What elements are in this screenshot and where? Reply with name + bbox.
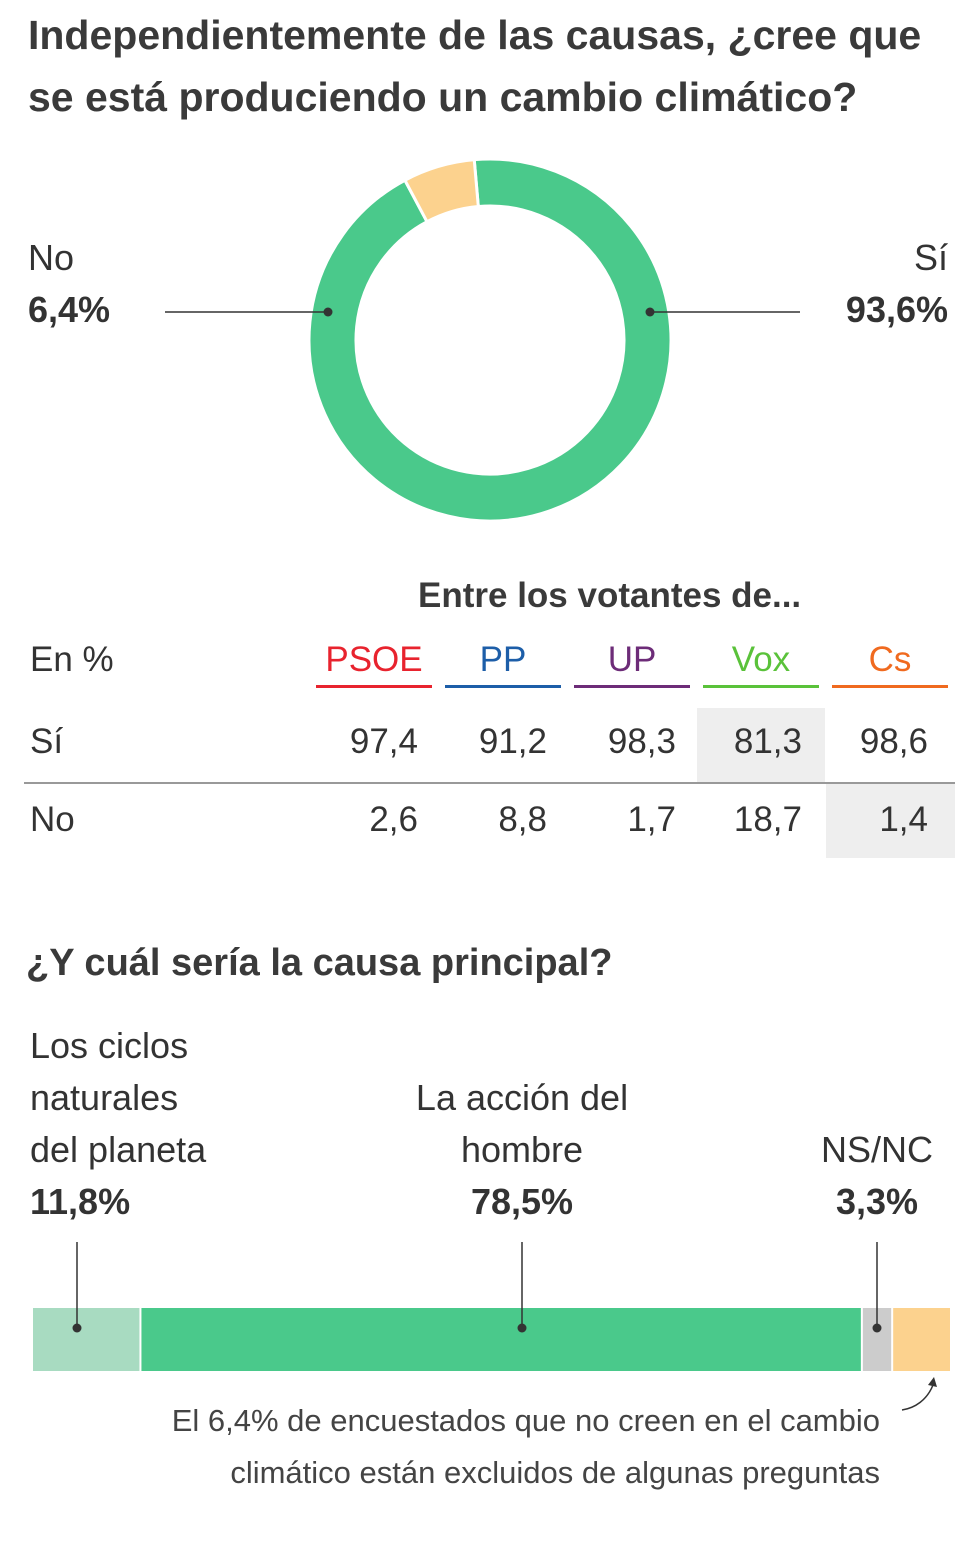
row-label-si: Sí (30, 722, 64, 761)
cell-si-psoe: 97,4 (349, 722, 418, 761)
cell-si-cs: 98,6 (859, 722, 928, 761)
highlight-vox-si (697, 708, 825, 782)
yes-percentage: 93,6% (845, 289, 948, 330)
nsnc-label: NS/NC (820, 1129, 933, 1170)
underline-pp (445, 685, 561, 688)
yes-leader-dot (645, 307, 655, 317)
human-percentage: 78,5% (470, 1181, 574, 1222)
table-title: Entre los votantes de... (418, 576, 802, 615)
underline-vox (703, 685, 819, 688)
natural-leader-dot (72, 1323, 82, 1333)
header-up: UP (607, 640, 657, 679)
highlight-cs-no (826, 784, 955, 858)
cell-si-pp: 91,2 (478, 722, 547, 761)
bar-segment-natural (33, 1308, 140, 1371)
nsnc-leader-dot (872, 1323, 882, 1333)
cell-no-up: 1,7 (627, 800, 676, 839)
natural-label-line2: naturales (30, 1077, 179, 1118)
no-percentage: 6,4% (28, 289, 111, 330)
cell-si-vox: 81,3 (733, 722, 802, 761)
note-arrow (901, 1384, 934, 1411)
natural-label-line3: del planeta (30, 1129, 207, 1170)
human-label-line2: hombre (460, 1129, 584, 1170)
cell-si-up: 98,3 (607, 722, 676, 761)
bar-segment-excluded (893, 1308, 950, 1371)
no-label: No (28, 237, 75, 278)
cell-no-cs: 1,4 (879, 800, 928, 839)
cell-no-pp: 8,8 (498, 800, 547, 839)
cell-no-psoe: 2,6 (369, 800, 418, 839)
natural-percentage: 11,8% (30, 1181, 131, 1222)
bar-segment-human (141, 1308, 861, 1371)
no-leader-dot (323, 307, 333, 317)
header-pp: PP (479, 640, 527, 679)
cause-bar-chart (33, 1242, 950, 1411)
table-unit-label: En % (30, 640, 114, 679)
nsnc-percentage: 3,3% (835, 1181, 919, 1222)
underline-psoe (316, 685, 432, 688)
note-line1: El 6,4% de encuestados que no creen en e… (171, 1403, 880, 1438)
donut-slice-yes (307, 160, 673, 523)
human-label-line1: La acción del (415, 1077, 629, 1118)
chart-title: Independientemente de las causas, ¿cree … (28, 12, 922, 120)
donut-chart (165, 160, 800, 523)
human-leader-dot (517, 1323, 527, 1333)
note-arrow-head (928, 1377, 937, 1387)
header-vox: Vox (731, 640, 791, 679)
natural-label-line1: Los ciclos (30, 1025, 189, 1066)
underline-cs (832, 685, 948, 688)
cell-no-vox: 18,7 (733, 800, 802, 839)
note-line2: climático están excluidos de algunas pre… (230, 1455, 880, 1490)
header-cs: Cs (868, 640, 912, 679)
row-divider (24, 782, 955, 784)
causes-title: ¿Y cuál sería la causa principal? (26, 942, 613, 984)
donut-slice-no (402, 160, 480, 224)
underline-up (574, 685, 690, 688)
header-psoe: PSOE (325, 640, 423, 679)
yes-label: Sí (913, 237, 948, 278)
row-label-no: No (30, 800, 75, 839)
